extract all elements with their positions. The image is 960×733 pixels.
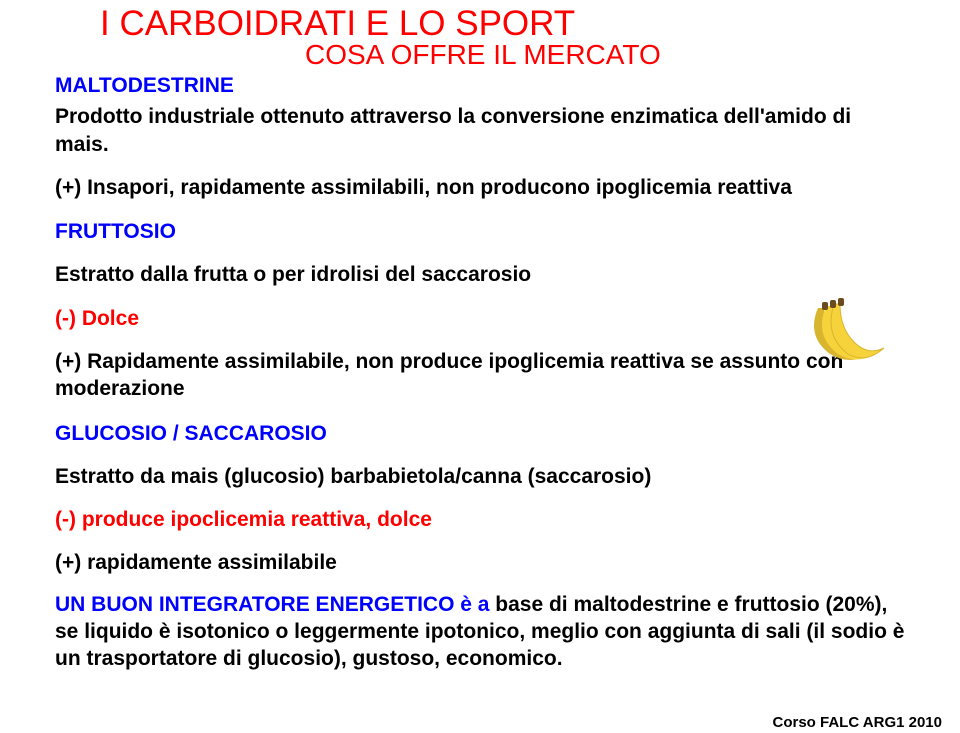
neg-glucosio: (-) produce ipoclicemia reattiva, dolce — [55, 506, 905, 533]
footer-text: Corso FALC ARG1 2010 — [773, 714, 943, 731]
desc-maltodestrine: Prodotto industriale ottenuto attraverso… — [55, 103, 905, 158]
heading-fruttosio: FRUTTOSIO — [55, 219, 905, 245]
page-title: I CARBOIDRATI E LO SPORT — [100, 6, 905, 41]
desc-glucosio: Estratto da mais (glucosio) barbabietola… — [55, 463, 905, 490]
pos-fruttosio: (+) Rapidamente assimilabile, non produc… — [55, 348, 905, 403]
neg-fruttosio: (-) Dolce — [55, 305, 905, 332]
final-paragraph: UN BUON INTEGRATORE ENERGETICO è a base … — [55, 591, 905, 673]
pos-maltodestrine: (+) Insapori, rapidamente assimilabili, … — [55, 174, 905, 201]
heading-glucosio: GLUCOSIO / SACCAROSIO — [55, 421, 905, 447]
final-blue: UN BUON INTEGRATORE ENERGETICO è a — [55, 593, 495, 616]
desc-fruttosio: Estratto dalla frutta o per idrolisi del… — [55, 261, 905, 288]
heading-maltodestrine: MALTODESTRINE — [55, 73, 905, 99]
page-subtitle: COSA OFFRE IL MERCATO — [305, 41, 905, 69]
bananas-icon — [798, 296, 888, 366]
pos-glucosio: (+) rapidamente assimilabile — [55, 549, 905, 576]
